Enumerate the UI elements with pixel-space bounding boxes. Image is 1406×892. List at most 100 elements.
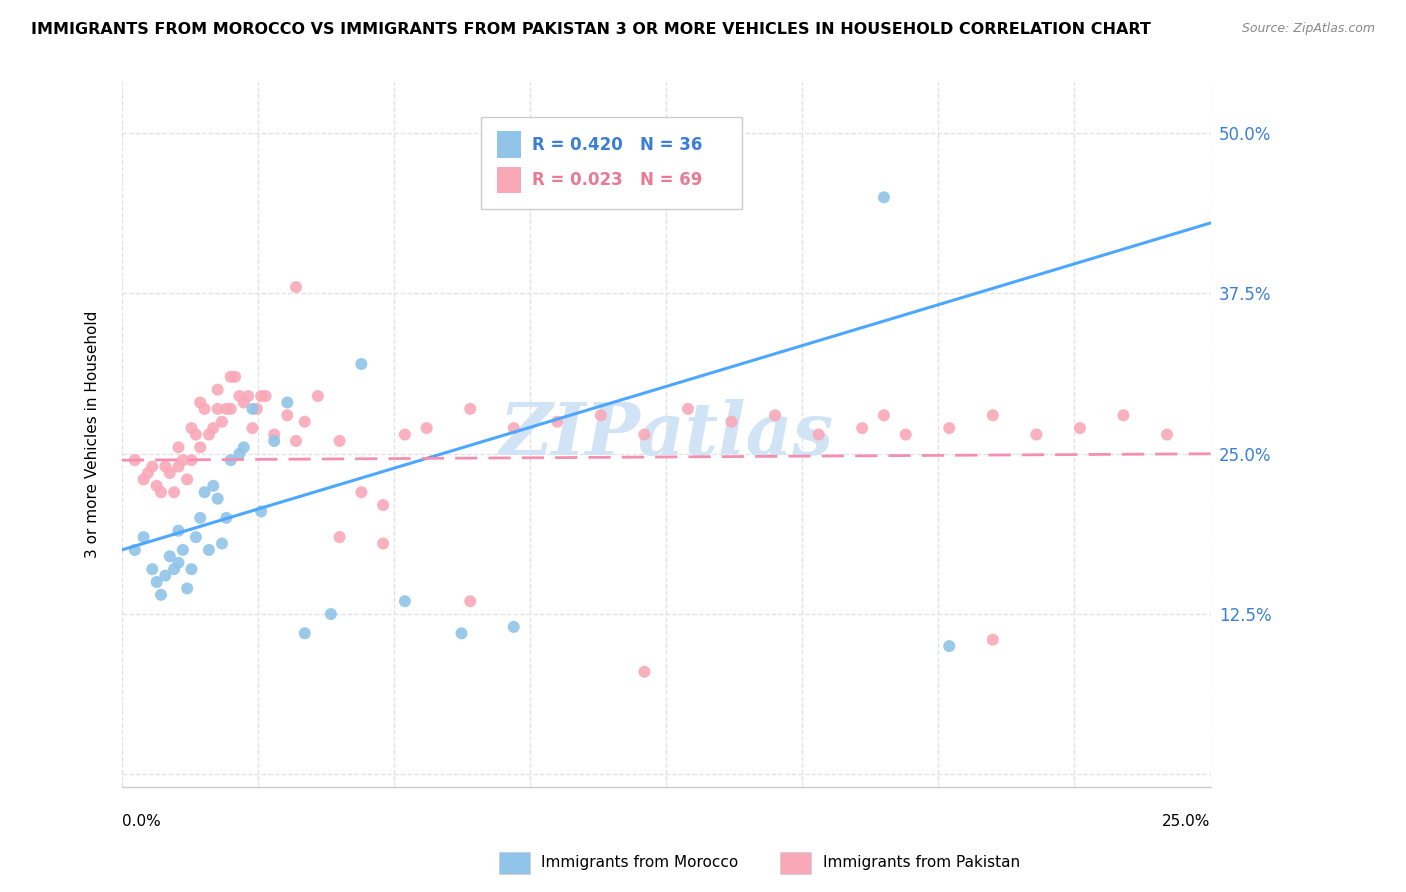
Point: [172, 543, 194, 558]
Point: [546, 415, 568, 429]
Point: [193, 401, 215, 416]
Bar: [498, 167, 522, 194]
Point: [180, 421, 202, 435]
Point: [250, 389, 273, 403]
Point: [215, 401, 238, 416]
Point: [263, 434, 285, 448]
Point: [981, 409, 1004, 423]
Point: [394, 427, 416, 442]
Bar: [481, 117, 742, 209]
Point: [207, 491, 229, 506]
Point: [228, 389, 250, 403]
Point: [254, 389, 277, 403]
Point: [250, 504, 273, 518]
Point: [285, 434, 308, 448]
Point: [502, 620, 524, 634]
Point: [219, 369, 242, 384]
Point: [371, 498, 394, 512]
Point: [873, 409, 896, 423]
Point: [219, 401, 242, 416]
Point: [633, 665, 655, 679]
Point: [188, 441, 211, 455]
Text: Immigrants from Pakistan: Immigrants from Pakistan: [823, 855, 1019, 870]
Point: [132, 530, 155, 544]
Point: [167, 524, 190, 538]
Point: [198, 427, 221, 442]
Point: [763, 409, 786, 423]
Point: [232, 395, 254, 409]
Point: [207, 383, 229, 397]
Point: [172, 453, 194, 467]
Text: R = 0.023   N = 69: R = 0.023 N = 69: [533, 171, 703, 189]
Point: [329, 434, 352, 448]
Point: [246, 401, 269, 416]
Text: IMMIGRANTS FROM MOROCCO VS IMMIGRANTS FROM PAKISTAN 3 OR MORE VEHICLES IN HOUSEH: IMMIGRANTS FROM MOROCCO VS IMMIGRANTS FR…: [31, 22, 1150, 37]
Point: [124, 453, 146, 467]
Point: [319, 607, 342, 621]
Point: [894, 427, 917, 442]
Point: [141, 459, 163, 474]
Point: [198, 543, 221, 558]
Point: [211, 536, 233, 550]
Point: [132, 472, 155, 486]
Point: [589, 409, 612, 423]
Point: [307, 389, 329, 403]
Text: ZIPatlas: ZIPatlas: [499, 399, 834, 470]
Point: [329, 530, 352, 544]
Point: [224, 369, 246, 384]
Point: [350, 357, 373, 371]
Point: [207, 401, 229, 416]
Text: Source: ZipAtlas.com: Source: ZipAtlas.com: [1241, 22, 1375, 36]
Point: [502, 421, 524, 435]
Point: [167, 556, 190, 570]
Text: R = 0.420   N = 36: R = 0.420 N = 36: [533, 136, 703, 153]
Point: [176, 472, 198, 486]
Point: [1025, 427, 1047, 442]
Point: [276, 395, 298, 409]
Point: [215, 511, 238, 525]
Point: [159, 549, 181, 564]
Point: [188, 395, 211, 409]
Point: [159, 466, 181, 480]
Point: [938, 421, 960, 435]
Point: [184, 530, 207, 544]
Point: [141, 562, 163, 576]
Point: [180, 562, 202, 576]
Point: [807, 427, 830, 442]
Point: [242, 421, 264, 435]
Point: [294, 415, 316, 429]
Point: [1112, 409, 1135, 423]
Point: [1156, 427, 1178, 442]
Point: [176, 582, 198, 596]
Point: [155, 568, 177, 582]
Point: [167, 441, 190, 455]
Point: [232, 441, 254, 455]
Text: 0.0%: 0.0%: [122, 814, 160, 829]
Point: [458, 594, 481, 608]
Point: [228, 447, 250, 461]
Point: [202, 421, 225, 435]
Point: [180, 453, 202, 467]
Point: [202, 479, 225, 493]
Point: [394, 594, 416, 608]
Text: 25.0%: 25.0%: [1163, 814, 1211, 829]
Point: [211, 415, 233, 429]
Point: [163, 562, 186, 576]
Point: [145, 574, 167, 589]
Point: [219, 453, 242, 467]
Point: [450, 626, 472, 640]
Y-axis label: 3 or more Vehicles in Household: 3 or more Vehicles in Household: [86, 310, 100, 558]
Point: [851, 421, 873, 435]
Point: [124, 543, 146, 558]
Point: [242, 401, 264, 416]
Point: [136, 466, 159, 480]
Point: [676, 401, 699, 416]
Point: [150, 485, 173, 500]
Bar: [498, 131, 522, 158]
Point: [294, 626, 316, 640]
Point: [145, 479, 167, 493]
Point: [276, 409, 298, 423]
Point: [193, 485, 215, 500]
Point: [285, 280, 308, 294]
Point: [350, 485, 373, 500]
